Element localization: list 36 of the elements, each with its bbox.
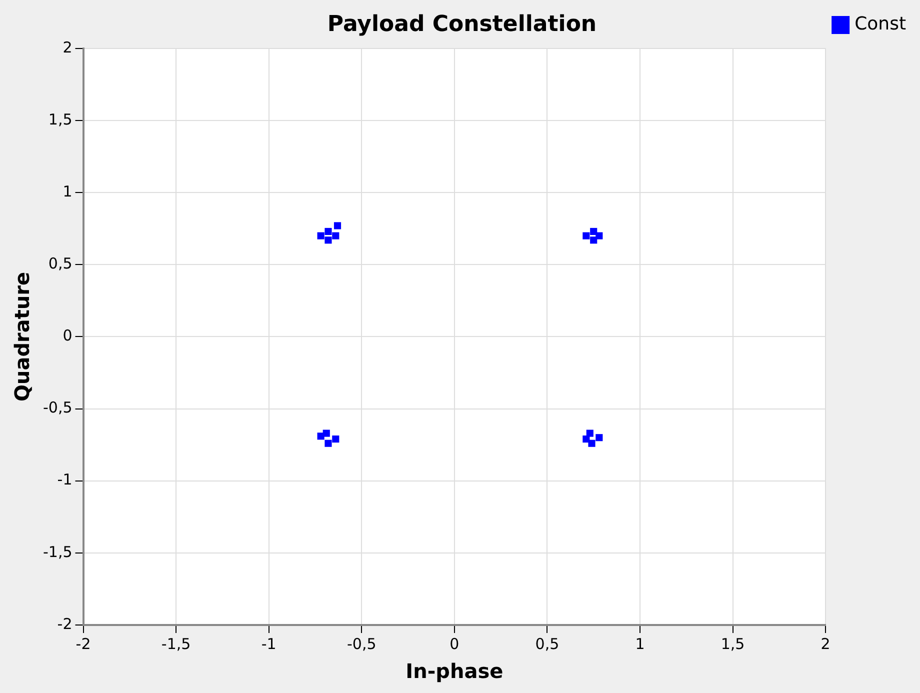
point (590, 228, 598, 236)
x-tick-label: 1,5 (720, 634, 745, 653)
y-tick-label: -0,5 (42, 398, 72, 417)
point (596, 232, 603, 240)
y-tick-label: 0 (62, 326, 72, 345)
point (334, 222, 342, 230)
point (588, 440, 596, 447)
point (332, 232, 340, 240)
x-tick-label: -0,5 (346, 634, 376, 653)
y-tick-label: -2 (57, 614, 72, 633)
x-tick-label: 0,5 (535, 634, 560, 653)
point (317, 232, 324, 240)
legend-label: Const (854, 14, 906, 35)
x-tick-label: 2 (820, 634, 830, 653)
x-tick-label: -1,5 (161, 634, 191, 653)
point (324, 228, 332, 236)
y-tick-label: 0,5 (48, 254, 72, 273)
y-tick-label: 1,5 (48, 110, 72, 128)
x-tick-label: -1 (261, 634, 276, 653)
point (322, 430, 330, 437)
y-tick-label: -1 (57, 470, 72, 489)
y-tick-label: -1,5 (42, 542, 72, 561)
x-tick-label: 0 (450, 634, 460, 653)
point (586, 430, 594, 437)
y-axis-title: Quadrature (10, 272, 34, 402)
point (596, 434, 603, 442)
point (332, 436, 340, 443)
x-tick-label: 1 (635, 634, 645, 653)
x-axis-title: In-phase (406, 659, 504, 684)
point (582, 232, 590, 240)
y-tick-label: 1 (62, 182, 72, 200)
x-tick-label: -2 (76, 634, 91, 653)
chart-title: Payload Constellation (327, 12, 597, 37)
y-tick-label: 2 (62, 38, 72, 56)
point (324, 236, 332, 244)
point (324, 440, 332, 447)
